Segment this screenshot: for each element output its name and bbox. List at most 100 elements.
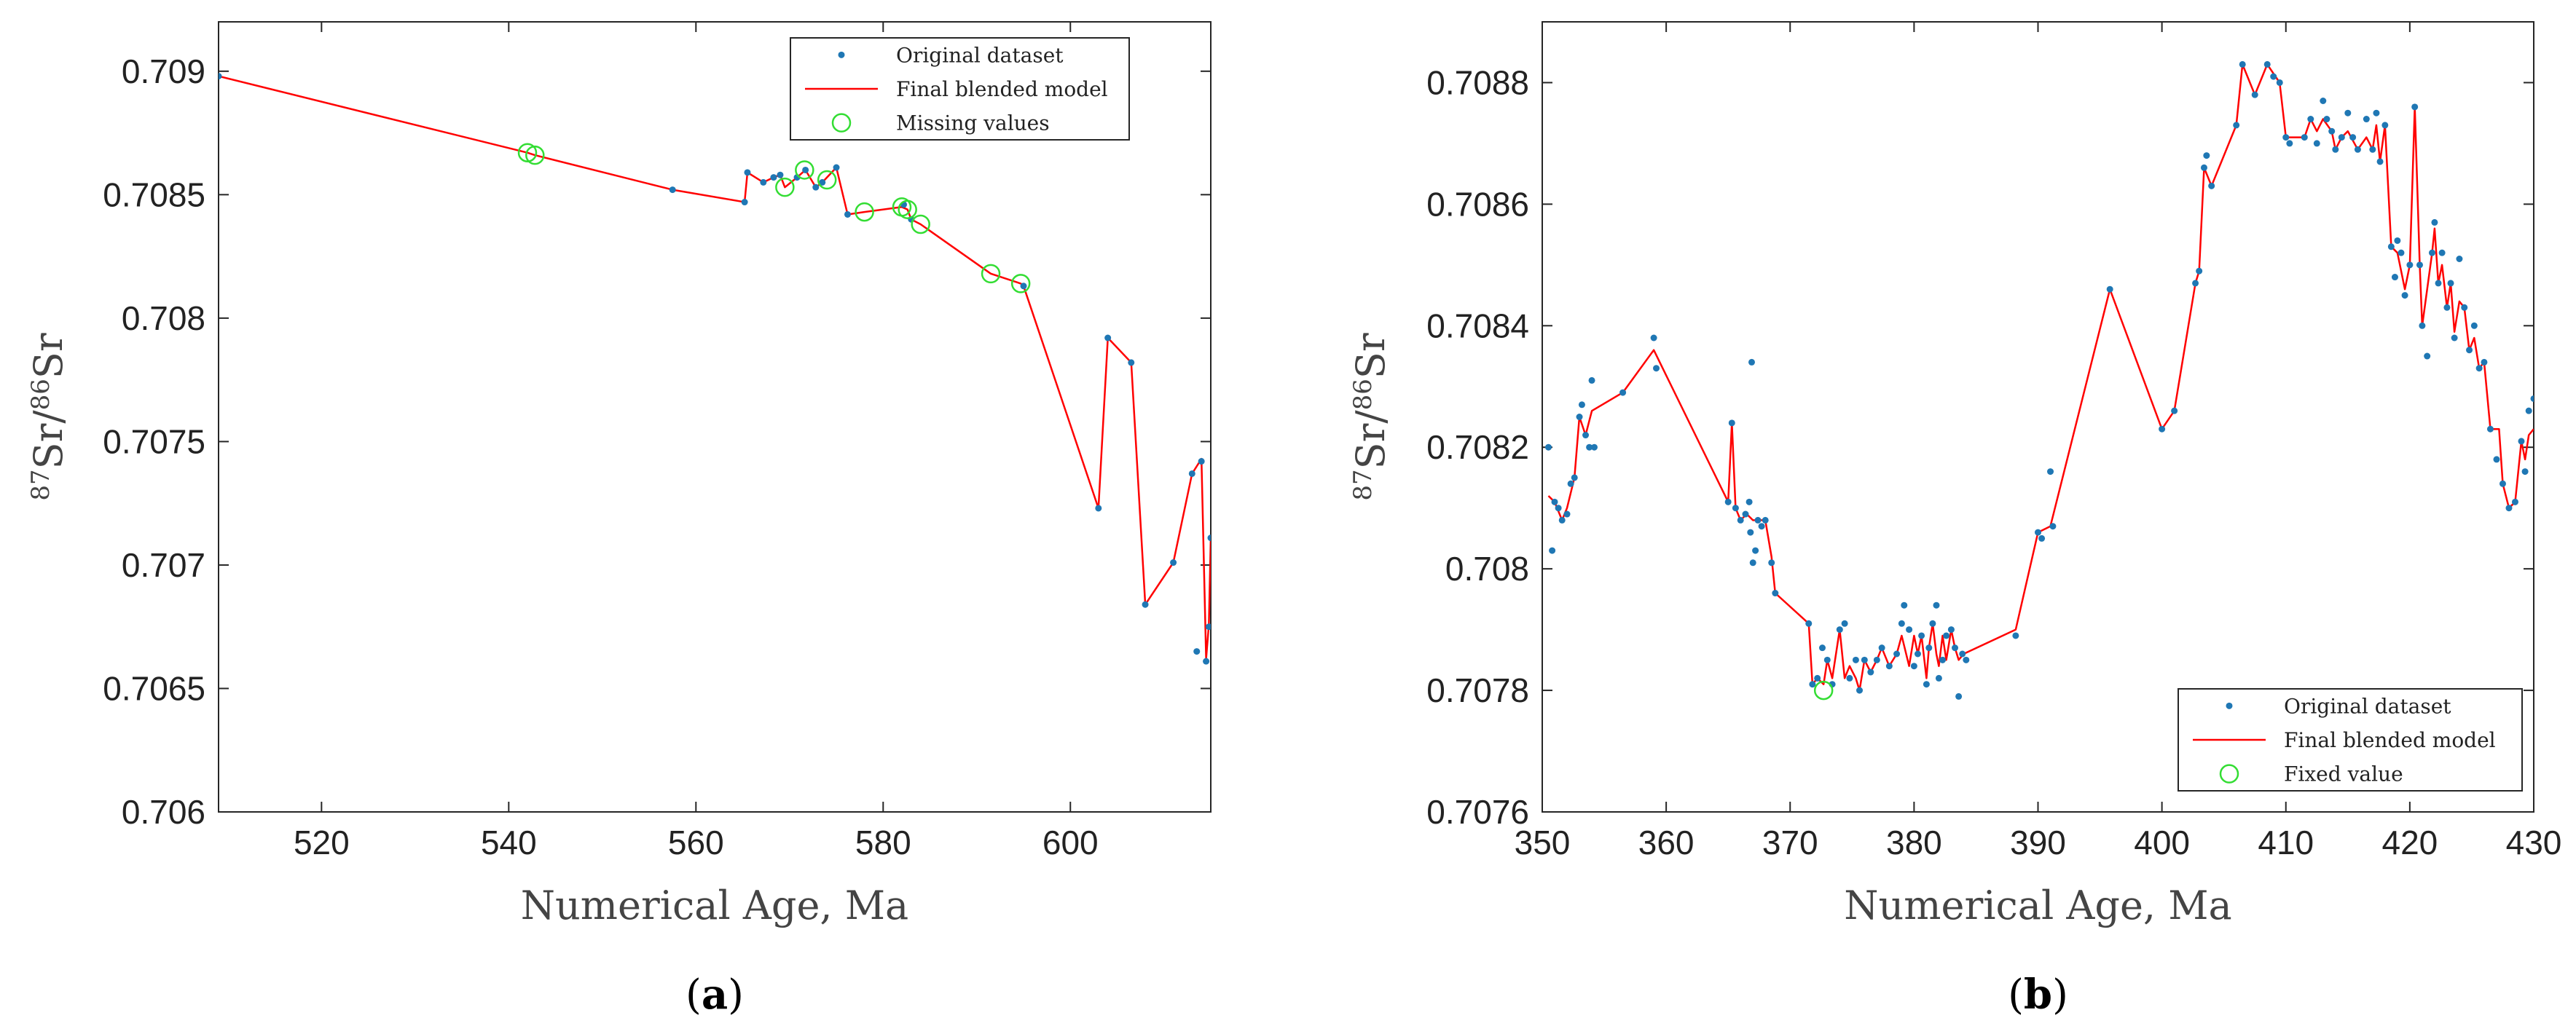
panel-b-data-point	[2443, 304, 2451, 311]
panel-b-legend-dot-symbol	[2226, 702, 2233, 709]
panel-b-data-point	[1929, 620, 1936, 627]
panel-b-data-point	[2493, 456, 2500, 463]
panel-b-data-point	[1846, 674, 1853, 682]
panel-a-data-point	[1188, 470, 1195, 477]
panel-b-data-point	[1906, 626, 1913, 634]
panel-a-data-point	[833, 164, 840, 171]
panel-a-x-tick-label: 600	[1042, 824, 1099, 861]
panel-a-y-tick-label: 0.7085	[103, 175, 205, 213]
panel-a-data-point	[1193, 648, 1201, 655]
panel-a-data-point	[741, 199, 748, 206]
panel-b-data-point	[1914, 650, 1921, 658]
panel-b-data-point	[1749, 559, 1756, 567]
panel-b-data-point	[2435, 280, 2442, 287]
panel-b-data-point	[1742, 510, 1749, 518]
panel-b-y-axis-title: 87Sr/86Sr	[1348, 333, 1394, 501]
panel-b-data-point	[1878, 644, 1885, 652]
panel-b-data-point	[1588, 376, 1595, 384]
panel-a-y-axis-text1: Sr/	[25, 410, 71, 470]
panel-b-data-point	[2344, 109, 2352, 117]
panel-b-data-point	[1885, 663, 1893, 670]
panel-a-missing-value-marker	[525, 145, 545, 165]
panel-a-data-point	[744, 169, 751, 176]
panel-a-data-point	[1205, 623, 1211, 631]
panel-a-data-point	[1207, 534, 1211, 542]
panel-b-data-point	[2200, 164, 2207, 171]
panel-b-chart: 350 360 370 380 390 400 410 420 430 0.7076 0.7078 0…	[1348, 21, 2561, 1019]
panel-a-data-point	[844, 210, 851, 218]
panel-b-data-point	[2398, 249, 2405, 256]
panel-b-data-point	[2323, 116, 2330, 123]
panel-b-legend: Original dataset Final blended model Fixed…	[2178, 688, 2523, 792]
panel-b-y-axis-sup2: 86	[1348, 379, 1378, 410]
panel-b-data-point	[2196, 267, 2203, 275]
panel-b-data-point	[1963, 656, 1970, 663]
panel-b-data-point	[1576, 414, 1583, 420]
panel-a-legend-dot-symbol	[838, 51, 845, 58]
panel-a-y-axis-sup2: 86	[26, 379, 55, 410]
panel-b-data-point	[2376, 158, 2384, 165]
panel-a-label-letter: a	[702, 971, 728, 1019]
panel-b-data-point	[2530, 395, 2534, 402]
panel-a-missing-value-marker	[517, 143, 538, 162]
panel-b-data-point	[2481, 358, 2488, 366]
panel-b-data-point	[1867, 668, 1874, 676]
panel-b-data-point	[2338, 134, 2345, 141]
panel-a-data-point	[1128, 359, 1135, 366]
panel-b-data-point	[2276, 79, 2283, 86]
panel-b-data-point	[2431, 218, 2438, 226]
panel-b-data-point	[1555, 505, 1562, 512]
panel-b-data-point	[2438, 249, 2446, 256]
panel-b-label-close: )	[2052, 971, 2068, 1019]
panel-b-data-point	[1746, 498, 1753, 505]
panel-b-data-point	[1910, 663, 1917, 670]
panel-b-data-point	[2354, 146, 2361, 153]
panel-b-data-point	[2251, 91, 2258, 98]
panel-b-data-point	[2208, 182, 2215, 189]
panel-b-y-tick-label: 0.7082	[1426, 428, 1529, 466]
panel-a-x-axis-title: Numerical Age, Ma	[521, 883, 909, 928]
panel-a-data-point	[812, 184, 820, 191]
panel-b-data-point	[2424, 352, 2431, 360]
panel-b-data-point	[1947, 626, 1955, 634]
panel-a-model-line	[219, 75, 1211, 660]
panel-a-ticks: 520 540 560 580 600 0.706 0.7065 0.707 0.7075 0.7…	[103, 22, 1211, 861]
panel-b-data-point	[2307, 116, 2314, 123]
panel-a-data-point	[777, 171, 784, 178]
panel-a-y-axis-sup1: 87	[26, 469, 55, 500]
panel-b-data-point	[2411, 103, 2419, 111]
panel-b-data-point	[2391, 274, 2398, 281]
panel-a-y-tick-label: 0.707	[122, 546, 205, 584]
panel-b-data-point	[1959, 650, 1966, 658]
panel-a-data-point	[802, 166, 809, 173]
panel-b-data-point	[1752, 547, 1759, 554]
panel-a-data-point	[1198, 458, 1205, 465]
panel-b-data-point	[1578, 401, 1585, 409]
panel-b-series	[1545, 60, 2534, 701]
panel-b-label: (b)	[2008, 971, 2068, 1019]
panel-b-data-point	[1935, 674, 1942, 682]
panel-a-chart: 520 540 560 580 600 0.706 0.7065 0.707 0.7075 0.7…	[25, 21, 1212, 1019]
panel-a-data-point	[1020, 283, 1027, 290]
panel-b-data-point	[2499, 480, 2506, 487]
panel-b-data-point	[2301, 134, 2308, 141]
panel-b-data-point	[1939, 656, 1947, 663]
panel-b-x-tick-label: 380	[1886, 824, 1942, 861]
panel-a-missing-value-marker	[898, 200, 917, 219]
panel-a-y-axis-title: 87Sr/86Sr	[25, 333, 71, 501]
panel-a-x-tick-label: 580	[855, 824, 911, 861]
panel-b-data-point	[2406, 261, 2414, 269]
panel-b-data-point	[1898, 620, 1905, 627]
panel-b-data-point	[2373, 109, 2380, 117]
panel-b-data-point	[2451, 334, 2458, 342]
panel-b-data-point	[1852, 656, 1859, 663]
panel-a-missing-value-marker	[1010, 274, 1031, 293]
panel-b-label-letter: b	[2024, 971, 2052, 1019]
panel-b-data-point	[1563, 510, 1571, 518]
panel-a-data-point	[1104, 334, 1112, 342]
panel-b-data-point	[1925, 644, 1933, 652]
panel-a-y-tick-label: 0.709	[122, 52, 205, 90]
panel-b-data-point	[2511, 498, 2518, 505]
panel-a-y-axis-text2: Sr	[25, 333, 71, 379]
